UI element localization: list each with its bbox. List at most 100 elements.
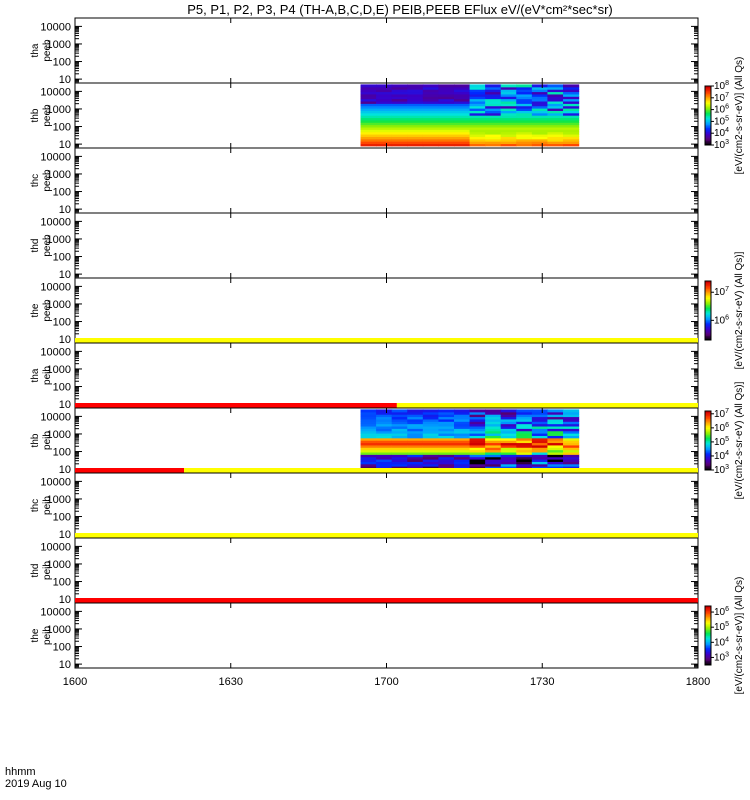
spectrogram-cell bbox=[563, 414, 580, 418]
panel-label: thc peeb bbox=[30, 169, 53, 192]
spectrogram-cell bbox=[485, 108, 502, 111]
spectrogram-cell bbox=[438, 444, 455, 448]
spectrogram-cell bbox=[485, 100, 502, 104]
y-tick-label: 10000 bbox=[40, 476, 71, 488]
spectrogram-cell bbox=[469, 416, 486, 420]
spectrogram-cell bbox=[407, 122, 424, 126]
spectrogram-cell bbox=[500, 133, 517, 137]
spectrogram-cell bbox=[516, 91, 533, 95]
spectrogram-cell bbox=[453, 456, 471, 460]
spectrogram-cell bbox=[469, 122, 486, 126]
colorbar-swatch bbox=[705, 656, 711, 659]
colorbar-swatch bbox=[705, 639, 711, 642]
y-tick-label: 10000 bbox=[40, 346, 71, 358]
spectrogram-cell bbox=[453, 105, 471, 109]
colorbar-swatch bbox=[705, 431, 711, 434]
colorbar-label: [eV/(cm2-s-sr-eV) (All Qs)] bbox=[734, 381, 745, 499]
spectrogram-cell bbox=[469, 409, 486, 413]
spectrogram-cell bbox=[422, 105, 440, 109]
panel-label-line: the bbox=[30, 303, 41, 317]
status-bar-segment bbox=[75, 338, 698, 343]
spectrogram-cell bbox=[531, 416, 549, 420]
x-tick-label: 1700 bbox=[374, 676, 398, 688]
spectrogram-cell bbox=[469, 84, 486, 88]
spectrogram-cell bbox=[485, 447, 502, 451]
spectrogram-cell bbox=[531, 124, 549, 128]
spectrogram-cell bbox=[531, 105, 549, 109]
spectrogram-cell bbox=[516, 433, 533, 436]
panel-tha-peib: 10 100 1000 10000 tha peib bbox=[30, 342, 699, 411]
spectrogram-cell bbox=[407, 93, 424, 97]
spectrogram-cell bbox=[360, 122, 377, 126]
colorbar-swatch bbox=[705, 310, 711, 313]
colorbar-swatch bbox=[705, 644, 711, 647]
spectrogram-cell bbox=[563, 418, 580, 422]
spectrogram-cell bbox=[485, 110, 502, 114]
spectrogram-cell bbox=[360, 440, 377, 444]
y-tick-label: 10000 bbox=[40, 216, 71, 228]
spectrogram-cell bbox=[547, 444, 564, 448]
spectrogram-cell bbox=[563, 416, 580, 420]
spectrogram-cell bbox=[547, 421, 564, 425]
spectrogram-cell bbox=[360, 96, 377, 100]
y-tick-label: 10000 bbox=[40, 281, 71, 293]
colorbar-swatch bbox=[705, 288, 711, 291]
colorbar-tick-label: 106 bbox=[714, 606, 729, 618]
spectrogram-cell bbox=[531, 133, 549, 137]
spectrogram-cell bbox=[453, 447, 471, 451]
spectrogram-cell bbox=[500, 122, 517, 126]
colorbar-swatch bbox=[705, 320, 711, 323]
colorbar-swatch bbox=[705, 102, 711, 105]
spectrogram-cell bbox=[547, 119, 564, 123]
colorbar-swatch bbox=[705, 608, 711, 611]
spectrogram-cell bbox=[485, 416, 502, 420]
panel-thc-peib: 10 100 1000 10000 thc peib bbox=[30, 472, 699, 541]
spectrogram-cell bbox=[438, 449, 455, 453]
colorbar-swatch bbox=[705, 632, 711, 635]
colorbar-swatch bbox=[705, 97, 711, 100]
spectrogram-cell bbox=[500, 440, 517, 444]
colorbar-swatch bbox=[705, 424, 711, 427]
spectrogram-cell bbox=[485, 451, 502, 455]
spectrogram-cell bbox=[360, 119, 377, 123]
spectrogram-cell bbox=[407, 119, 424, 123]
spectrogram-cell bbox=[547, 425, 564, 429]
colorbar-tick-exponent: 3 bbox=[725, 464, 729, 471]
spectrogram-cell bbox=[376, 100, 393, 104]
spectrogram-cell bbox=[391, 108, 408, 111]
spectrogram-cell bbox=[531, 451, 549, 455]
spectrogram-cell bbox=[376, 466, 393, 470]
spectrogram-cell bbox=[531, 112, 549, 116]
spectrogram-cell bbox=[485, 409, 502, 413]
spectrogram-cell bbox=[422, 461, 440, 465]
spectrogram-cell bbox=[516, 425, 533, 429]
colorbar-swatch bbox=[705, 297, 711, 300]
spectrogram-cell bbox=[376, 451, 393, 455]
x-axis: 1600 1630 1700 1730 1800 bbox=[63, 676, 710, 688]
spectrogram-cell bbox=[500, 447, 517, 451]
spectrogram-cell bbox=[438, 115, 455, 119]
spectrogram-cell bbox=[563, 103, 580, 107]
spectrogram-cell bbox=[407, 444, 424, 448]
spectrogram-cell bbox=[453, 421, 471, 425]
spectrogram-cell bbox=[563, 86, 580, 90]
colorbar-swatch bbox=[705, 334, 711, 337]
spectrogram-cell bbox=[376, 91, 393, 95]
spectrogram-cell bbox=[453, 461, 471, 465]
spectrogram-cell bbox=[438, 103, 455, 107]
spectrogram-cell bbox=[391, 461, 408, 465]
spectrogram-cell bbox=[453, 425, 471, 429]
spectrogram-cell bbox=[360, 84, 377, 88]
spectrogram-cell bbox=[391, 433, 408, 436]
spectrogram-cell bbox=[422, 136, 440, 140]
spectrogram-cell bbox=[469, 119, 486, 123]
colorbar-swatch bbox=[705, 111, 711, 114]
spectrogram-cell bbox=[438, 110, 455, 114]
spectrogram-cell bbox=[469, 433, 486, 436]
spectrogram-cell bbox=[547, 451, 564, 455]
chart-title: P5, P1, P2, P3, P4 (TH-A,B,C,D,E) PEIB,P… bbox=[187, 2, 613, 17]
spectrogram-cell bbox=[531, 414, 549, 418]
colorbar-swatch bbox=[705, 331, 711, 334]
panel-label-line: thb bbox=[30, 433, 41, 447]
